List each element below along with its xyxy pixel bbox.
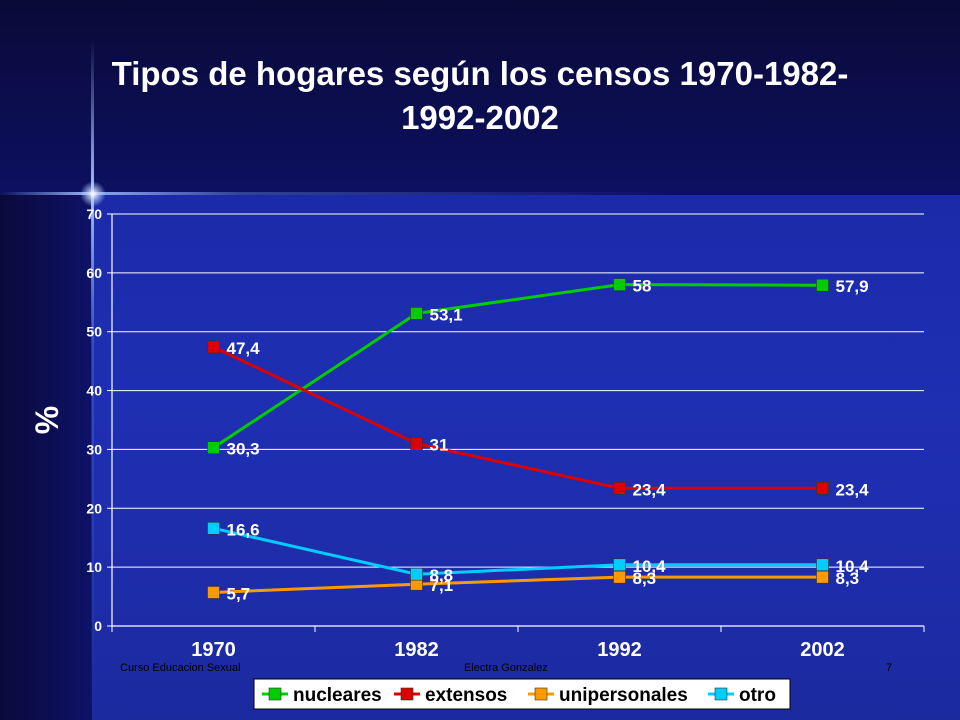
legend-label-otro: otro xyxy=(739,685,776,706)
data-label-unipersonales-1970: 5,7 xyxy=(227,584,251,603)
y-tick-label-50: 50 xyxy=(86,324,102,340)
data-label-extensos-1970: 47,4 xyxy=(227,339,261,358)
lens-flare-horizontal xyxy=(0,192,960,195)
legend-marker-otro xyxy=(714,687,728,701)
data-label-unipersonales-1982: 7,1 xyxy=(430,576,454,595)
legend: nucleares extensos unipersonales otro xyxy=(253,678,791,710)
data-label-extensos-1992: 23,4 xyxy=(633,480,667,499)
marker-nucleares-1982 xyxy=(410,307,423,320)
y-tick-label-20: 20 xyxy=(86,500,102,516)
marker-unipersonales-1970 xyxy=(207,586,220,599)
footer-author: Electra Gonzalez xyxy=(464,662,548,674)
lens-flare-vertical xyxy=(91,40,94,720)
slide-title-line-1: Tipos de hogares según los censos 1970-1… xyxy=(111,55,849,92)
grid-layer xyxy=(112,213,924,568)
data-label-nucleares-2002: 57,9 xyxy=(836,277,869,296)
data-label-nucleares-1970: 30,3 xyxy=(227,440,260,459)
data-label-extensos-1982: 31 xyxy=(430,436,449,455)
marker-unipersonales-2002 xyxy=(816,570,829,584)
marker-otro-1982 xyxy=(410,567,423,581)
data-label-nucleares-1982: 53,1 xyxy=(430,305,463,324)
background-main-area xyxy=(92,195,960,720)
footer-page-number: 7 xyxy=(886,662,893,674)
series-layer xyxy=(207,278,829,599)
y-tick-label-40: 40 xyxy=(86,383,102,399)
series-line-otro xyxy=(213,526,823,576)
axis-layer: 0 10 20 30 40 50 60 70 1970 1982 1992 2002 xyxy=(86,206,925,661)
y-tick-label-10: 10 xyxy=(86,559,102,575)
data-label-otro-1982: 8,8 xyxy=(430,566,454,585)
marker-unipersonales-1992 xyxy=(613,570,626,584)
legend-box xyxy=(253,678,791,710)
x-tick-label-1992: 1992 xyxy=(597,639,642,661)
y-tick-label-0: 0 xyxy=(94,618,102,634)
data-label-otro-1992: 10,4 xyxy=(633,557,667,576)
data-label-unipersonales-1992: 8,3 xyxy=(633,569,657,588)
marker-nucleares-1970 xyxy=(207,441,220,454)
series-line-unipersonales xyxy=(213,575,823,594)
data-label-otro-2002: 10,4 xyxy=(836,557,870,576)
lens-flare-core xyxy=(80,181,106,207)
x-tick-label-2002: 2002 xyxy=(800,639,845,661)
marker-extensos-1992 xyxy=(613,481,626,495)
legend-marker-nucleares xyxy=(268,687,282,701)
data-label-layer: 30,3 53,1 58 57,9 47,4 31 23,4 23,4 5,7 7,1 8,3 8,3… xyxy=(227,277,870,604)
data-label-otro-1970: 16,6 xyxy=(227,520,260,539)
data-label-unipersonales-2002: 8,3 xyxy=(836,569,860,588)
slide-title: Tipos de hogares según los censos 1970-1… xyxy=(70,52,890,140)
marker-extensos-2002 xyxy=(816,481,829,495)
y-tick-label-30: 30 xyxy=(86,441,102,457)
legend-marker-unipersonales xyxy=(534,687,548,701)
marker-extensos-1982 xyxy=(410,437,423,450)
background-top-band xyxy=(0,0,960,195)
legend-label-extensos: extensos xyxy=(425,685,507,706)
slide-title-line-2: 1992-2002 xyxy=(401,99,559,136)
data-label-extensos-2002: 23,4 xyxy=(836,480,870,499)
series-line-extensos xyxy=(212,345,823,490)
marker-otro-1970 xyxy=(207,521,220,535)
y-axis-title: % xyxy=(29,406,65,434)
marker-nucleares-1992 xyxy=(613,278,626,291)
legend-label-unipersonales: unipersonales xyxy=(559,685,688,706)
data-label-nucleares-1992: 58 xyxy=(633,277,652,296)
x-tick-label-1982: 1982 xyxy=(394,639,439,661)
marker-otro-2002 xyxy=(816,558,829,572)
footer-course: Curso Educacion Sexual xyxy=(120,662,241,674)
y-tick-label-60: 60 xyxy=(86,265,102,281)
series-line-nucleares xyxy=(212,283,823,449)
legend-marker-extensos xyxy=(400,687,414,701)
legend-label-nucleares: nucleares xyxy=(293,685,382,706)
marker-otro-1992 xyxy=(613,558,626,572)
x-tick-label-1970: 1970 xyxy=(191,639,236,661)
y-tick-label-70: 70 xyxy=(86,206,102,222)
marker-extensos-1970 xyxy=(207,340,220,354)
marker-nucleares-2002 xyxy=(816,278,829,292)
